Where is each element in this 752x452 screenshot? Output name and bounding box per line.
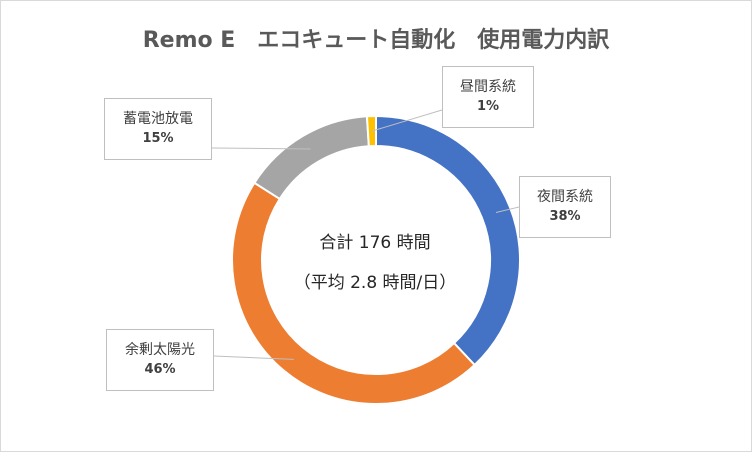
data-label-value: 38% [549, 209, 581, 224]
slice-daytime-grid [365, 114, 377, 148]
slice-surplus-solar [231, 181, 476, 405]
data-label-value: 1% [476, 99, 500, 114]
leader-line [371, 109, 443, 132]
data-label-daytime-grid: 昼間系統 1% [442, 66, 534, 128]
leader-line [211, 147, 311, 150]
chart-title: Remo E エコキュート自動化 使用電力内訳 [142, 28, 610, 53]
data-label-surplus-solar: 余剰太陽光 46% [106, 329, 214, 391]
data-label-category: 夜間系統 [537, 189, 593, 205]
data-label-category: 余剰太陽光 [125, 342, 195, 358]
center-total: 合計 176 時間 [319, 233, 431, 253]
data-label-category: 蓄電池放電 [123, 111, 193, 127]
center-average: （平均 2.8 時間/日） [293, 273, 457, 293]
data-label-night-grid: 夜間系統 38% [519, 176, 611, 238]
data-label-value: 15% [142, 131, 174, 146]
leader-line [213, 355, 294, 360]
data-label-battery-discharge: 蓄電池放電 15% [104, 98, 212, 160]
slice-battery-discharge [253, 115, 370, 201]
data-label-value: 46% [144, 362, 176, 377]
data-label-category: 昼間系統 [460, 79, 516, 95]
leader-line [495, 206, 520, 213]
